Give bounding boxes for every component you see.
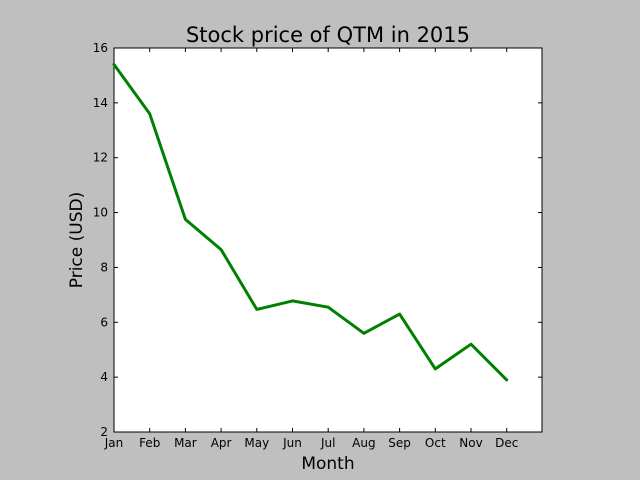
x-tick-label: Nov: [459, 436, 482, 450]
series-line: [112, 63, 509, 382]
y-tick-label: 12: [93, 151, 108, 165]
x-tick-label: Sep: [388, 436, 411, 450]
y-tick-label: 14: [93, 96, 108, 110]
x-tick-label: Jun: [282, 436, 302, 450]
x-tick-label: Apr: [211, 436, 232, 450]
y-tick-label: 6: [100, 315, 108, 329]
y-tick-label: 10: [93, 206, 108, 220]
ticks-layer: [113, 47, 542, 433]
x-tick-label: Jul: [320, 436, 335, 450]
y-axis-label: Price (USD): [67, 192, 87, 288]
y-tick-label: 16: [93, 41, 108, 55]
series-layer: [112, 63, 509, 382]
y-tick-label: 4: [100, 370, 108, 384]
x-tick-label: Mar: [174, 436, 197, 450]
x-tick-label: Dec: [495, 436, 518, 450]
x-tick-label: Jan: [104, 436, 124, 450]
chart-title: Stock price of QTM in 2015: [186, 23, 470, 47]
plot-area: [113, 47, 543, 433]
x-tick-label: Aug: [352, 436, 375, 450]
y-tick-label: 8: [100, 260, 108, 274]
tick-labels-layer: Jan Feb Mar Apr May Jun Jul Aug Sep Oct Nov Dec 2 4 6 8…: [93, 41, 519, 450]
x-axis-label: Month: [301, 454, 354, 474]
x-tick-label: May: [244, 436, 269, 450]
x-tick-label: Oct: [425, 436, 446, 450]
x-tick-label: Feb: [139, 436, 160, 450]
y-tick-label: 2: [100, 425, 108, 439]
